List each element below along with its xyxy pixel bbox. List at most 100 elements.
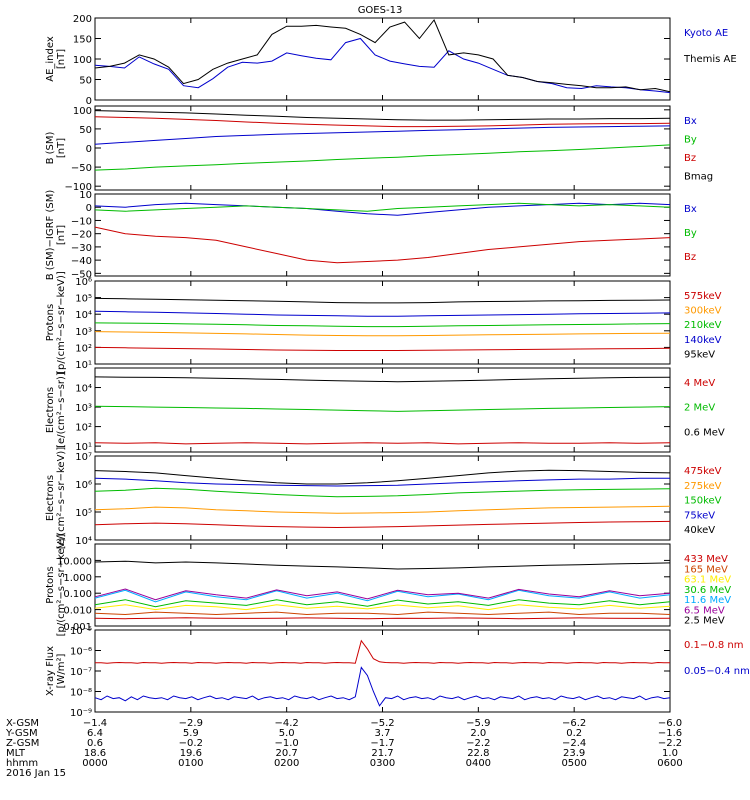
y-tick-label: 10⁵ <box>75 294 92 305</box>
x-axis-value: 5.0 <box>279 728 295 739</box>
series-line-475kev <box>94 520 671 529</box>
x-axis-value: −1.4 <box>83 718 107 729</box>
legend-entry: 475keV <box>684 466 722 477</box>
y-axis-label: B (SM) <box>45 131 56 164</box>
y-tick-label: 50 <box>79 125 92 136</box>
legend-entry: Themis AE <box>683 54 737 65</box>
x-axis-value: 22.8 <box>467 748 489 759</box>
legend-entry: 6.5 MeV <box>684 605 725 616</box>
series-line-2-mev <box>94 405 671 412</box>
x-axis-value: 0600 <box>657 758 682 769</box>
legend-entry: 165 MeV <box>684 564 728 575</box>
panel-electrons-low: 10⁴ 10⁵ 10⁶ 10⁷ Electrons [e/(cm²−s−sr−keV)] 4… <box>45 447 722 550</box>
y-tick-label: 10¹ <box>75 442 92 453</box>
series-line-by <box>94 144 671 171</box>
legend-entry: Kyoto AE <box>684 28 728 39</box>
x-axis-value: −4.2 <box>275 718 299 729</box>
x-axis-value: 20.7 <box>276 748 298 759</box>
series-line-433-mev <box>94 617 671 620</box>
legend-entry: Bz <box>684 252 696 263</box>
y-tick-label: 10⁷ <box>75 452 92 463</box>
panel-frame <box>94 629 671 713</box>
series-line-0-1-0-8-nm <box>95 639 670 664</box>
y-tick-label: 10³ <box>75 327 92 338</box>
x-axis-value: −5.2 <box>370 718 394 729</box>
series-line-bz <box>94 226 671 264</box>
panel-frame <box>94 193 671 277</box>
x-axis-value: −1.0 <box>275 738 299 749</box>
y-axis-label: [p/(cm²−s−sr−keV)] <box>56 271 67 374</box>
legend-entry: 30.6 MeV <box>684 585 731 596</box>
series-line-165-mev <box>94 611 671 616</box>
series-line-by <box>94 202 671 212</box>
legend-entry: 575keV <box>684 291 722 302</box>
legend-entry: 150keV <box>684 496 722 507</box>
y-axis-label: Protons <box>45 304 56 341</box>
x-axis-value: 0.6 <box>87 738 103 749</box>
y-tick-label: 10⁴ <box>75 310 92 321</box>
x-axis-value: 6.4 <box>87 728 103 739</box>
legend-entry: 140keV <box>684 335 722 346</box>
series-line-150kev <box>94 487 671 498</box>
legend-entry: 4 MeV <box>684 378 715 389</box>
y-axis-label: [p/(cm²−s−sr−keV)] <box>56 534 67 637</box>
y-tick-label: 10⁻⁵ <box>70 626 92 637</box>
y-tick-label: −30 <box>71 243 92 254</box>
x-axis-value: 3.7 <box>375 728 391 739</box>
legend-entry: 11.6 MeV <box>684 595 731 606</box>
y-tick-label: 10² <box>75 423 92 434</box>
y-axis-label: X-ray Flux <box>45 646 56 696</box>
series-line-210kev <box>94 322 671 328</box>
x-axis-value: 21.7 <box>371 748 393 759</box>
legend-entry: 433 MeV <box>684 554 728 565</box>
x-axis-table: X-GSM −1.4 −2.9 −4.2 −5.2 −5.9 −6.2 −6.0 Y-GSM 6.… <box>5 718 683 779</box>
legend-entry: By <box>684 135 697 146</box>
x-axis-value: −1.6 <box>658 728 682 739</box>
legend-entry: 210keV <box>684 320 722 331</box>
series-line-11-6-mev <box>94 589 671 603</box>
series-line-75kev <box>94 477 670 487</box>
series-line-4-mev <box>94 442 671 445</box>
panel-frame <box>94 367 671 453</box>
y-tick-label: 50 <box>79 76 92 87</box>
y-tick-label: 10⁵ <box>75 508 92 519</box>
legend-entry: Bx <box>684 204 697 215</box>
x-axis-value: −2.9 <box>179 718 203 729</box>
series-line-575kev <box>94 346 671 351</box>
y-tick-label: −20 <box>71 230 92 241</box>
x-axis-row-label: hhmm <box>6 758 38 769</box>
date-label: 2016 Jan 15 <box>6 768 66 779</box>
y-tick-label: −50 <box>71 269 92 280</box>
legend-entry: 2 MeV <box>684 403 715 414</box>
x-axis-value: 1.0 <box>662 748 678 759</box>
legend-entry: Bmag <box>684 172 713 183</box>
y-axis-label: [nT] <box>56 138 67 158</box>
y-tick-label: −50 <box>71 163 92 174</box>
x-axis-value: −0.2 <box>179 738 203 749</box>
legend-entry: 0.05−0.4 nm <box>684 666 750 677</box>
panel-xray: 10⁻⁹ 10⁻⁸ 10⁻⁷ 10⁻⁶ 10⁻⁵ X-ray Flux [W/m²] 0.1−… <box>45 626 750 719</box>
y-axis-label: Protons <box>45 566 56 603</box>
y-tick-label: 10⁻⁸ <box>70 688 92 699</box>
panel-frame <box>94 280 671 365</box>
y-axis-label: [W/m²] <box>56 653 67 688</box>
y-tick-label: 10¹ <box>75 360 92 371</box>
x-axis-row-label: MLT <box>6 748 26 759</box>
panel-electrons-high: 10¹ 10² 10³ 10⁴ Electrons [e/(cm²−s−sr)] 4 MeV… <box>45 367 725 453</box>
series-line-30-6-mev <box>94 599 671 608</box>
legend-entry: 300keV <box>684 306 722 317</box>
y-axis-label: B (SM)−IGRF (SM) <box>45 190 56 281</box>
y-axis-label: AE_index <box>45 36 56 82</box>
legend-entry: Bz <box>684 153 696 164</box>
x-axis-row-label: Y-GSM <box>5 728 38 739</box>
series-line-kyoto-ae <box>94 37 671 94</box>
series-line-6-5-mev <box>94 588 671 601</box>
series-line-2-5-mev <box>94 560 671 570</box>
y-tick-label: −40 <box>71 256 92 267</box>
x-axis-value: 18.6 <box>84 748 106 759</box>
series-line-63-1-mev <box>94 604 671 611</box>
series-line-95kev <box>94 297 671 304</box>
y-tick-label: 10 <box>79 190 92 201</box>
x-axis-value: 0300 <box>370 758 395 769</box>
